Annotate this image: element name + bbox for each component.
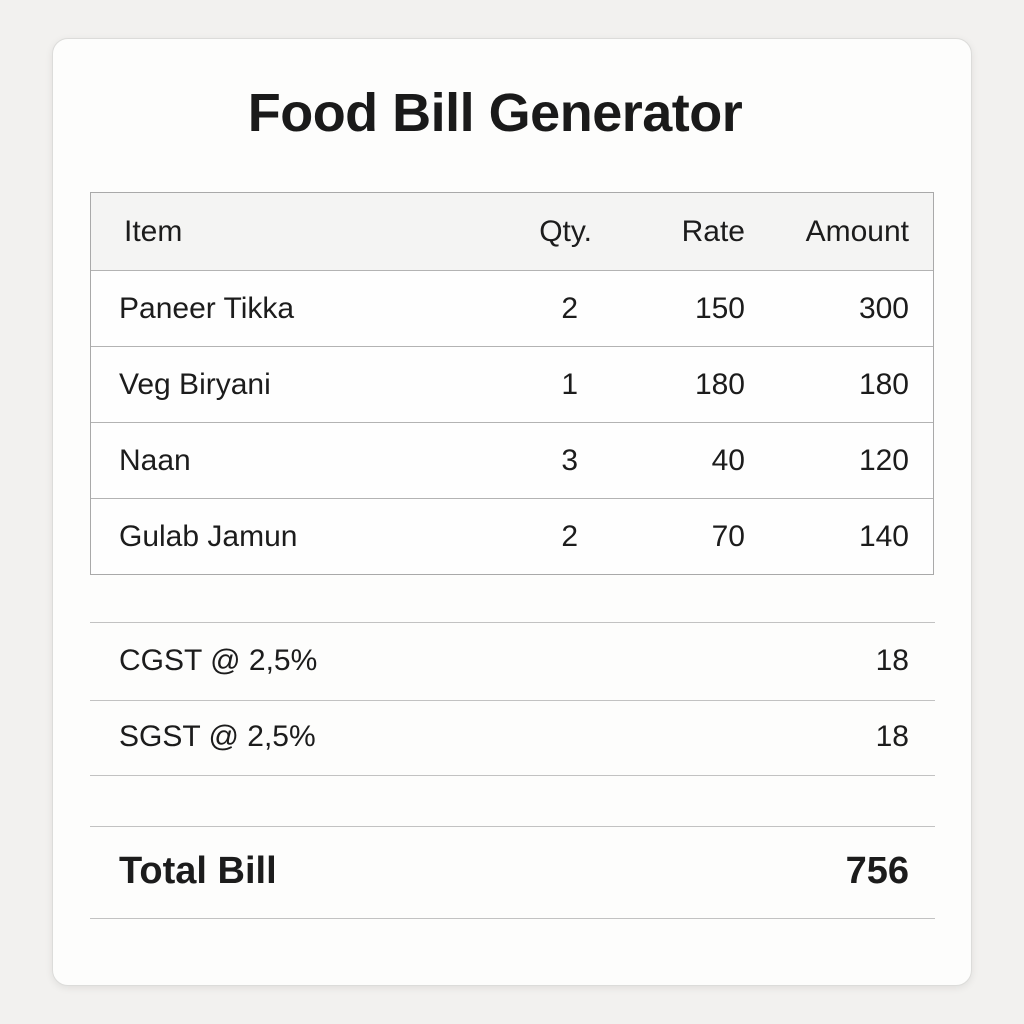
table-row: Naan 3 40 120 (91, 422, 933, 498)
divider (90, 918, 935, 919)
row-rate: 150 (694, 291, 745, 325)
cgst-value: 18 (875, 644, 909, 677)
page-title: Food Bill Generator (247, 83, 743, 143)
row-rate: 70 (711, 519, 745, 553)
row-qty: 2 (561, 519, 578, 553)
row-item: Gulab Jamun (119, 519, 298, 553)
table-row: Veg Biryani 1 180 180 (91, 346, 933, 422)
divider (90, 700, 935, 701)
cgst-label: CGST @ 2,5% (119, 644, 318, 677)
sgst-label: SGST @ 2,5% (119, 720, 316, 753)
row-amount: 120 (858, 443, 909, 477)
total-label: Total Bill (119, 850, 277, 892)
sgst-row: SGST @ 2,5% 18 (90, 720, 935, 760)
header-item: Item (124, 214, 183, 248)
total-row: Total Bill 756 (90, 850, 935, 900)
total-value: 756 (845, 850, 909, 892)
row-item: Veg Biryani (119, 367, 271, 401)
table-row: Gulab Jamun 2 70 140 (91, 498, 933, 574)
divider (90, 826, 935, 827)
header-qty: Qty. (539, 214, 592, 248)
sgst-value: 18 (875, 720, 909, 753)
table-row: Paneer Tikka 2 150 300 (91, 270, 933, 346)
row-item: Naan (119, 443, 191, 477)
row-qty: 3 (561, 443, 578, 477)
row-qty: 1 (561, 367, 578, 401)
row-qty: 2 (561, 291, 578, 325)
header-amount: Amount (805, 214, 909, 248)
row-rate: 40 (711, 443, 745, 477)
divider (90, 622, 935, 623)
row-amount: 180 (858, 367, 909, 401)
items-table: Item Qty. Rate Amount Paneer Tikka 2 150… (90, 192, 934, 575)
table-header-row: Item Qty. Rate Amount (91, 193, 933, 270)
header-rate: Rate (681, 214, 745, 248)
row-item: Paneer Tikka (119, 291, 295, 325)
divider (90, 775, 935, 776)
row-amount: 140 (858, 519, 909, 553)
row-amount: 300 (858, 291, 909, 325)
cgst-row: CGST @ 2,5% 18 (90, 644, 935, 684)
row-rate: 180 (694, 367, 745, 401)
